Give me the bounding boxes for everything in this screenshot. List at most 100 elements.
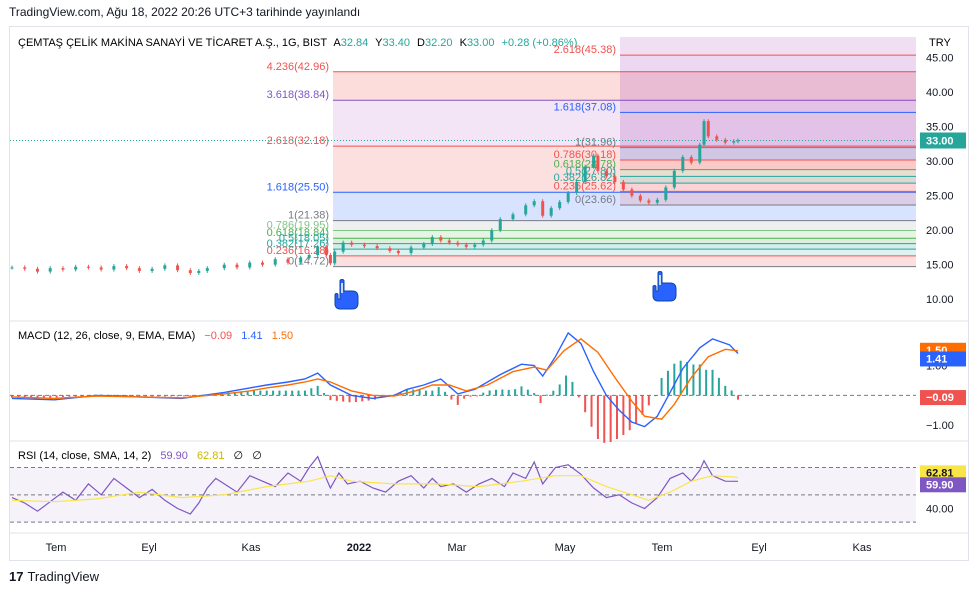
price-axis-tick: 15.00: [926, 260, 954, 272]
published-info: TradingView.com, Ağu 18, 2022 20:26 UTC+…: [9, 5, 361, 19]
candle-body: [702, 121, 706, 145]
candle-body: [558, 201, 562, 209]
candle-body: [732, 141, 736, 143]
macd-histogram-bar: [412, 389, 415, 396]
candle-body: [205, 268, 209, 271]
candle-body: [74, 266, 78, 270]
candle-body: [307, 255, 311, 258]
macd-histogram-bar: [686, 362, 689, 396]
macd-histogram-bar: [507, 389, 510, 396]
macd-histogram-bar: [558, 384, 561, 396]
candle-body: [260, 262, 264, 265]
chart-frame[interactable]: 4.236(42.96) 3.618(38.84) 2.618(32.18) 1.61…: [9, 26, 969, 561]
macd-histogram-bar: [119, 394, 122, 396]
price-axis-tick: 40.00: [926, 87, 954, 99]
fib-left-level-label: 0.618(18.84): [267, 227, 329, 239]
rsi-legend[interactable]: RSI (14, close, SMA, 14, 2) 59.90 62.81 …: [18, 450, 262, 462]
candle-body: [375, 246, 379, 249]
price-axis[interactable]: 45.00 40.00 35.00 30.00 25.00 20.00 15.00 10.00…: [920, 53, 966, 307]
macd-histogram-bar: [316, 385, 319, 396]
candle-body: [10, 267, 14, 269]
candle-body: [592, 155, 596, 167]
currency-label[interactable]: TRY: [929, 37, 951, 49]
time-axis-tick: Tem: [46, 542, 67, 554]
fib-retracement-left[interactable]: 4.236(42.96) 3.618(38.84) 2.618(32.18) 1.61…: [267, 61, 916, 268]
fib-left-band: [333, 192, 916, 221]
macd-histogram-bar: [724, 385, 727, 396]
candle-body: [350, 242, 354, 245]
last-price-badge: [920, 132, 966, 149]
candle-body: [566, 192, 570, 202]
candle-body: [473, 244, 477, 247]
macd-histogram-bar: [526, 389, 529, 396]
macd-histogram-bar: [265, 390, 268, 396]
fib-right-level-label: 0(23.66): [575, 194, 616, 206]
fib-left-level-label: 0.382(17.26): [267, 238, 329, 250]
fib-right-level-label: 1(31.96): [575, 137, 616, 149]
fib-left-band: [333, 243, 916, 250]
last-price-badge-label: 33.00: [926, 136, 954, 148]
macd-histogram-bar: [609, 395, 612, 442]
candle-body: [596, 155, 600, 171]
fib-left-level-label: 0(14.72): [288, 256, 329, 268]
macd-pane: 1.00−1.001.501.41−0.09: [10, 331, 966, 443]
candle-body: [99, 267, 103, 270]
fib-left-level-label: 0.5(18.05): [279, 233, 329, 245]
macd-histogram-bar: [628, 395, 631, 431]
candle-body: [447, 240, 451, 243]
fib-left-band: [333, 249, 916, 256]
macd-series-line: [11, 331, 739, 428]
macd-histogram-bar: [616, 395, 618, 439]
macd-histogram-bar: [711, 369, 714, 396]
change-value: +0.28 (+0.86%): [502, 37, 578, 49]
candle-body: [498, 219, 502, 231]
rsi-ma-value: 62.81: [197, 450, 225, 462]
macd-histogram-bar: [361, 395, 364, 402]
price-axis-tick: 30.00: [926, 156, 954, 168]
macd-histogram-bar: [596, 395, 599, 439]
fib-right-level-label: 0.618(28.78): [554, 159, 616, 171]
macd-histogram-bar: [673, 363, 676, 396]
macd-histogram-bar: [565, 375, 568, 396]
close-value: 33.00: [467, 37, 495, 49]
candle-body: [456, 242, 460, 245]
fib-left-level-label: 1.618(25.50): [267, 181, 329, 193]
fib-right-band: [620, 159, 916, 170]
symbol-legend[interactable]: ÇEMTAŞ ÇELİK MAKİNA SANAYİ VE TİCARET A.…: [18, 36, 577, 49]
high-label: Y: [375, 37, 383, 49]
macd-histogram-bar: [399, 392, 402, 396]
macd-legend[interactable]: MACD (12, 26, close, 9, EMA, EMA) −0.09 …: [18, 330, 293, 342]
rsi-na-value-2: ∅: [252, 450, 262, 462]
candle-body: [681, 157, 685, 171]
candle-body: [23, 267, 27, 269]
macd-histogram-bar: [424, 390, 427, 396]
macd-histogram-bar: [335, 395, 338, 401]
time-axis-tick: May: [555, 542, 576, 554]
candle-body: [575, 181, 579, 193]
candle-body: [362, 244, 366, 247]
tradingview-brand[interactable]: 17 TradingView: [9, 569, 99, 584]
time-axis[interactable]: Tem Eyl Kas 2022 Mar May Tem Eyl Kas: [46, 542, 872, 554]
candle-body: [698, 144, 702, 163]
macd-histogram-bar: [11, 395, 13, 398]
macd-histogram-bar: [81, 395, 84, 397]
candle-body: [715, 136, 719, 140]
candle-body: [647, 200, 651, 203]
price-series: [10, 119, 916, 275]
macd-histogram-bar: [666, 370, 669, 396]
fib-right-band: [620, 176, 916, 184]
candle-body: [664, 187, 668, 200]
chart-canvas[interactable]: 4.236(42.96) 3.618(38.84) 2.618(32.18) 1.61…: [10, 27, 968, 560]
candle-body: [163, 265, 167, 269]
macd-histogram-bar: [520, 386, 523, 396]
candle-body: [439, 237, 443, 241]
fib-left-level-label: 0.236(16.28): [267, 245, 329, 257]
candle-body: [430, 237, 434, 244]
candle-body: [511, 214, 515, 220]
macd-histogram-bar: [23, 395, 26, 398]
macd-histogram-bar: [545, 394, 548, 396]
fib-left-level-label: 3.618(38.84): [267, 89, 329, 101]
macd-histogram-bar: [354, 395, 357, 403]
candle-body: [273, 259, 277, 265]
macd-histogram-bar: [303, 390, 306, 396]
